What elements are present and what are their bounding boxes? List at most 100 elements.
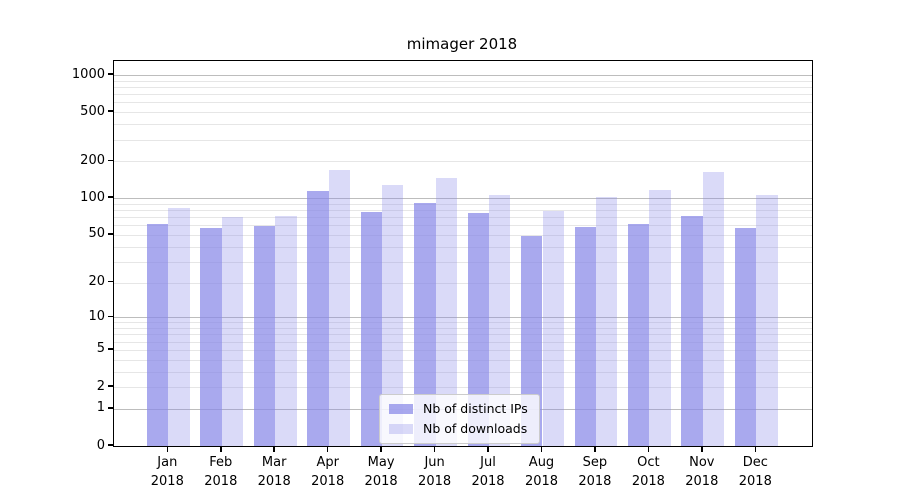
bar-downloads-may-2018: [382, 185, 404, 446]
minor-gridline: [114, 94, 812, 96]
legend-item-downloads: Nb of downloads: [389, 422, 528, 436]
minor-gridline: [114, 322, 812, 324]
y-tick-label: 2: [96, 378, 105, 394]
minor-gridline: [114, 217, 812, 219]
minor-gridline: [114, 139, 812, 141]
minor-gridline: [114, 203, 812, 205]
minor-gridline: [114, 246, 812, 248]
bar-distinct-ips-dec-2018: [734, 228, 757, 446]
minor-gridline: [114, 282, 812, 284]
minor-gridline: [114, 341, 812, 343]
x-tick-mark: [540, 446, 543, 452]
y-tick-mark: [108, 280, 113, 283]
chart-title: mimager 2018: [406, 35, 518, 53]
y-tick-mark: [108, 315, 113, 317]
major-gridline: [114, 75, 812, 76]
y-tick-mark: [108, 73, 113, 75]
y-tick-mark: [108, 444, 113, 446]
bar-downloads-aug-2018: [542, 211, 564, 446]
x-tick-label: Oct 2018: [631, 455, 665, 489]
x-tick-mark: [487, 446, 489, 452]
x-tick-mark: [166, 446, 169, 452]
plot-area: [113, 60, 813, 447]
bar-downloads-jul-2018: [489, 195, 511, 446]
minor-gridline: [114, 328, 812, 329]
major-gridline: [114, 198, 812, 200]
y-tick-mark: [108, 385, 113, 387]
minor-gridline: [114, 80, 812, 82]
y-tick-mark: [108, 407, 113, 409]
bar-downloads-apr-2018: [328, 169, 351, 446]
y-tick-label: 0: [96, 437, 105, 453]
minor-gridline: [114, 102, 812, 104]
bar-distinct-ips-jan-2018: [146, 223, 169, 446]
bar-distinct-ips-jul-2018: [467, 213, 489, 446]
x-tick-mark: [433, 446, 436, 452]
x-tick-label: May 2018: [364, 455, 398, 489]
minor-gridline: [114, 359, 812, 361]
y-tick-label: 10: [88, 308, 105, 324]
x-tick-label: Sep 2018: [578, 455, 612, 489]
bar-distinct-ips-apr-2018: [307, 191, 329, 446]
bar-downloads-mar-2018: [275, 215, 297, 446]
bar-distinct-ips-nov-2018: [681, 216, 703, 446]
x-tick-label: Apr 2018: [311, 455, 345, 489]
y-tick-mark: [108, 348, 113, 350]
y-tick-label: 50: [88, 226, 105, 242]
minor-gridline: [114, 124, 812, 126]
minor-gridline: [114, 334, 812, 336]
x-tick-mark: [647, 446, 650, 452]
minor-gridline: [114, 112, 812, 114]
x-tick-mark: [594, 446, 596, 452]
x-tick-mark: [701, 446, 703, 452]
legend-label-downloads: Nb of downloads: [423, 421, 528, 436]
bar-distinct-ips-feb-2018: [200, 228, 222, 446]
x-tick-label: Feb 2018: [204, 455, 238, 489]
bar-downloads-oct-2018: [649, 190, 671, 446]
bar-distinct-ips-aug-2018: [521, 235, 543, 446]
y-tick-mark: [108, 159, 113, 161]
y-tick-label: 5: [96, 341, 105, 357]
x-tick-label: Jul 2018: [471, 455, 505, 489]
x-tick-label: Aug 2018: [524, 455, 559, 489]
legend-swatch-distinct-ips: [389, 404, 413, 414]
major-gridline: [114, 317, 812, 319]
x-tick-label: Jun 2018: [418, 455, 452, 489]
y-tick-mark: [108, 110, 113, 112]
legend-item-distinct-ips: Nb of distinct IPs: [389, 402, 528, 416]
bar-distinct-ips-sep-2018: [574, 227, 596, 446]
bar-downloads-dec-2018: [756, 195, 778, 446]
minor-gridline: [114, 161, 812, 163]
x-tick-mark: [754, 446, 756, 452]
y-tick-label: 1000: [71, 66, 105, 82]
bar-downloads-nov-2018: [702, 172, 725, 446]
y-tick-label: 1: [96, 400, 105, 416]
bar-distinct-ips-may-2018: [360, 212, 383, 446]
bar-downloads-jun-2018: [435, 178, 457, 446]
y-tick-mark: [108, 233, 113, 235]
x-tick-label: Nov 2018: [685, 455, 719, 489]
y-tick-label: 200: [80, 152, 105, 168]
bar-distinct-ips-oct-2018: [628, 224, 650, 446]
x-tick-mark: [380, 446, 382, 452]
x-tick-label: Mar 2018: [257, 455, 291, 489]
minor-gridline: [114, 371, 812, 373]
y-tick-label: 20: [88, 274, 105, 289]
bar-downloads-sep-2018: [595, 196, 618, 446]
bar-downloads-feb-2018: [221, 217, 244, 446]
bar-distinct-ips-mar-2018: [253, 226, 276, 446]
y-tick-label: 100: [80, 189, 105, 205]
x-tick-label: Jan 2018: [150, 455, 184, 489]
minor-gridline: [114, 387, 812, 388]
legend: Nb of distinct IPs Nb of downloads: [379, 394, 540, 444]
legend-swatch-downloads: [389, 424, 413, 434]
minor-gridline: [114, 261, 812, 263]
minor-gridline: [114, 225, 812, 227]
minor-gridline: [114, 234, 812, 236]
minor-gridline: [114, 210, 812, 211]
bar-downloads-jan-2018: [168, 208, 190, 446]
minor-gridline: [114, 349, 812, 351]
x-tick-mark: [273, 446, 275, 452]
legend-label-distinct-ips: Nb of distinct IPs: [423, 401, 528, 416]
